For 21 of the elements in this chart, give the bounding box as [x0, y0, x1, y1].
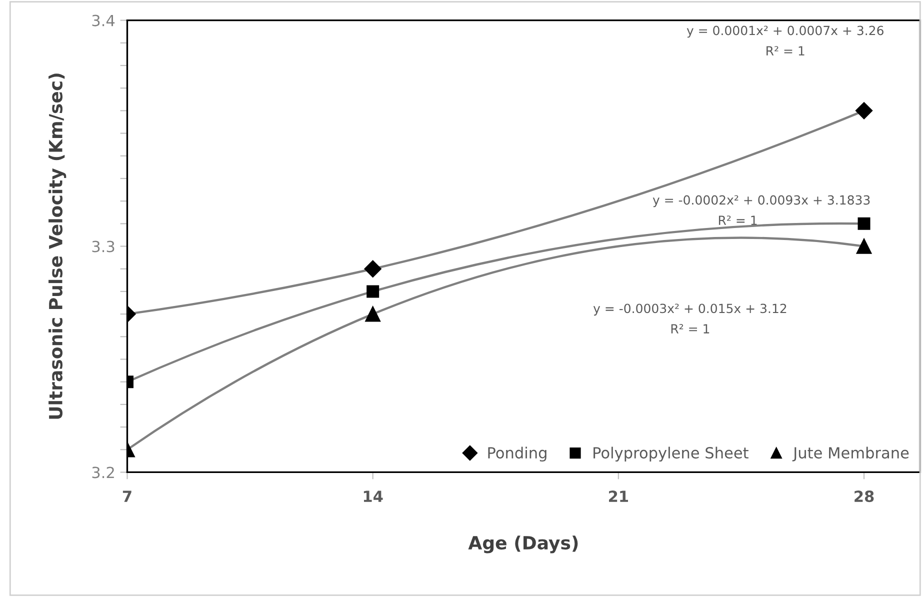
point — [855, 102, 873, 120]
annotation: R² = 1 — [766, 46, 804, 56]
x-tick-label: 7 — [122, 490, 132, 502]
legend-label: Ponding — [488, 446, 546, 462]
y-axis-title: Ultrasonic Pulse Velocity (Km/sec) — [48, 74, 66, 419]
x-tick-label: 21 — [609, 490, 628, 502]
legend-label: Polypropylene Sheet — [594, 446, 748, 462]
y-tick-label: 3.4 — [92, 14, 115, 26]
x-tick-label: 14 — [364, 490, 383, 502]
annotation: R² = 1 — [671, 324, 710, 334]
legend-label: Jute Membrane — [792, 446, 909, 462]
point — [858, 217, 870, 230]
annotation: y = -0.0002x² + 0.0093x + 3.1833 — [652, 195, 870, 208]
annotation: y = -0.0003x² + 0.015x + 3.12 — [593, 304, 786, 316]
y-tick-label: 3.3 — [92, 240, 114, 252]
x-axis-title: Age (Days) — [468, 536, 578, 554]
point — [856, 238, 872, 254]
y-tick-label: 3.2 — [92, 466, 114, 478]
annotation: y = 0.0001x² + 0.0007x + 3.26 — [686, 26, 884, 38]
annotation: R² = 1 — [718, 216, 757, 225]
x-tick-label: 28 — [854, 490, 874, 502]
